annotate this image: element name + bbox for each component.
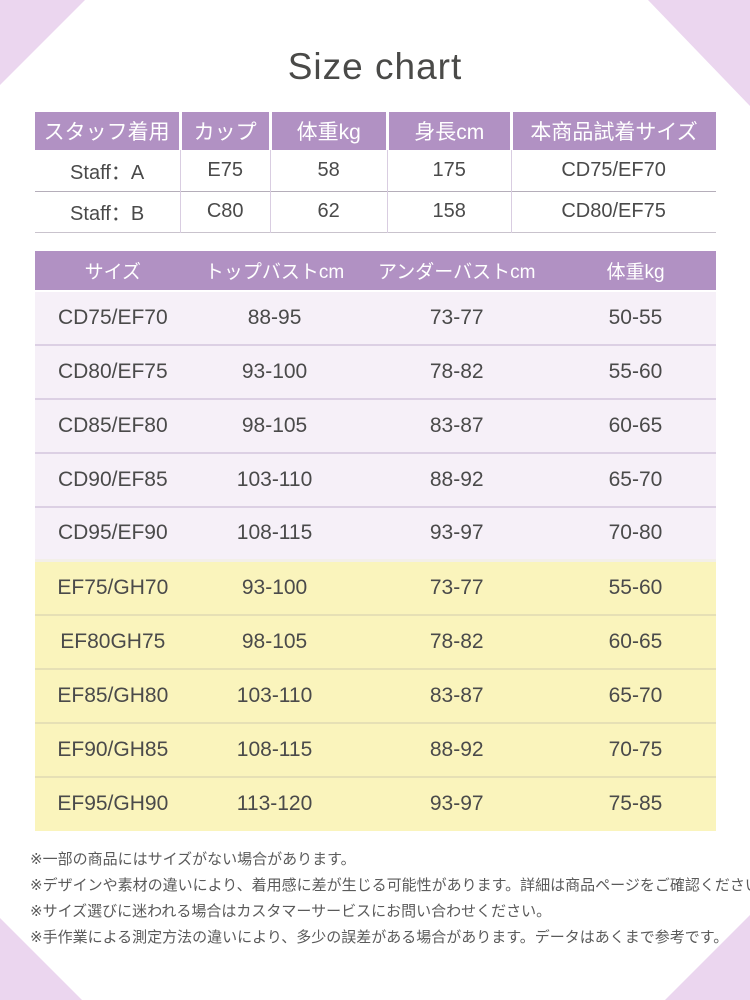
table-row: EF75/GH70 93-100 73-77 55-60	[34, 559, 716, 615]
weight-cell: 60-65	[555, 397, 716, 453]
size-label-cell: EF90/GH85	[34, 721, 192, 777]
size-label-cell: CD80/EF75	[34, 343, 192, 399]
staff-header-cup: カップ	[178, 112, 271, 150]
staff-table: スタッフ着用 カップ 体重kg 身長cm 本商品試着サイズ Staff：A E7…	[34, 112, 716, 233]
staff-name-cell: Staff：A	[70, 161, 145, 184]
size-table: サイズ トップバストcm アンダーバストcm 体重kg CD75/EF70 88…	[34, 250, 716, 831]
weight-cell: 50-55	[555, 290, 716, 345]
top-bust-cell: 108-115	[191, 721, 358, 777]
top-bust-cell: 113-120	[191, 775, 358, 831]
note-item: ※デザインや素材の違いにより、着用感に差が生じる可能性があります。詳細は商品ペー…	[30, 876, 750, 894]
weight-cell: 65-70	[555, 451, 716, 507]
table-row: CD75/EF70 88-95 73-77 50-55	[34, 290, 716, 345]
under-bust-cell: 88-92	[357, 451, 556, 507]
notes: ※一部の商品にはサイズがない場合があります。 ※デザインや素材の違いにより、着用…	[30, 847, 750, 951]
under-bust-cell: 93-97	[357, 775, 556, 831]
weight-cell: 70-75	[555, 721, 716, 777]
table-row: EF90/GH85 108-115 88-92 70-75	[34, 721, 716, 777]
under-bust-cell: 83-87	[357, 667, 556, 723]
staff-height-cell: 175	[386, 150, 512, 191]
top-bust-cell: 93-100	[191, 343, 358, 399]
table-row: EF80GH75 98-105 78-82 60-65	[34, 613, 716, 669]
under-bust-cell: 93-97	[357, 505, 556, 561]
staff-header-height: 身長cm	[385, 112, 512, 150]
size-label-cell: CD95/EF90	[34, 505, 192, 561]
size-label-cell: EF85/GH80	[34, 667, 192, 723]
top-bust-cell: 103-110	[191, 667, 358, 723]
staff-header-tried-size: 本商品試着サイズ	[509, 112, 716, 150]
top-bust-cell: 108-115	[191, 505, 358, 561]
staff-weight-cell: 62	[269, 190, 388, 232]
staff-table-header-row: スタッフ着用 カップ 体重kg 身長cm 本商品試着サイズ	[34, 112, 716, 150]
size-header-top-bust: トップバストcm	[191, 250, 358, 292]
size-label-cell: CD85/EF80	[34, 397, 192, 453]
top-bust-cell: 98-105	[191, 613, 358, 669]
table-row: EF95/GH90 113-120 93-97 75-85	[34, 775, 716, 831]
under-bust-cell: 88-92	[357, 721, 556, 777]
size-label-cell: CD75/EF70	[34, 290, 192, 345]
note-item: ※一部の商品にはサイズがない場合があります。	[30, 850, 356, 868]
under-bust-cell: 73-77	[357, 290, 556, 345]
weight-cell: 75-85	[555, 775, 716, 831]
page-title: Size chart	[287, 46, 463, 87]
top-bust-cell: 88-95	[191, 290, 358, 345]
size-header-under-bust: アンダーバストcm	[357, 250, 556, 292]
note-item: ※手作業による測定方法の違いにより、多少の誤差がある場合があります。データはあく…	[30, 928, 729, 946]
size-header-weight: 体重kg	[555, 250, 716, 292]
staff-name-cell: Staff：B	[34, 190, 181, 232]
weight-cell: 60-65	[555, 613, 716, 669]
staff-header-weight: 体重kg	[268, 112, 388, 150]
table-row: CD90/EF85 103-110 88-92 65-70	[34, 451, 716, 507]
size-label-cell: CD90/EF85	[34, 451, 192, 507]
size-header-size: サイズ	[34, 250, 192, 292]
size-label-cell: EF80GH75	[34, 613, 192, 669]
under-bust-cell: 73-77	[357, 559, 556, 615]
staff-header-worn: スタッフ着用	[34, 112, 181, 150]
table-row: CD95/EF90 108-115 93-97 70-80	[34, 505, 716, 561]
weight-cell: 70-80	[555, 505, 716, 561]
under-bust-cell: 78-82	[357, 343, 556, 399]
staff-cup-cell: C80	[179, 190, 271, 232]
weight-cell: 65-70	[555, 667, 716, 723]
staff-cup-cell: E75	[179, 150, 271, 191]
top-bust-cell: 98-105	[191, 397, 358, 453]
staff-size-cell: CD75/EF70	[510, 150, 716, 191]
table-row: CD85/EF80 98-105 83-87 60-65	[34, 397, 716, 453]
table-row: CD80/EF75 93-100 78-82 55-60	[34, 343, 716, 399]
under-bust-cell: 83-87	[357, 397, 556, 453]
weight-cell: 55-60	[555, 343, 716, 399]
staff-size-cell: CD80/EF75	[510, 190, 716, 232]
staff-row-b: Staff：B C80 62 158 CD80/EF75	[34, 190, 716, 232]
size-label-cell: EF75/GH70	[34, 559, 192, 615]
table-row: EF85/GH80 103-110 83-87 65-70	[34, 667, 716, 723]
size-table-header-row: サイズ トップバストcm アンダーバストcm 体重kg	[34, 250, 716, 292]
staff-height-cell: 158	[386, 190, 512, 232]
staff-row-a: Staff：A E75 58 175 CD75/EF70	[35, 150, 716, 191]
size-label-cell: EF95/GH90	[34, 775, 192, 831]
top-bust-cell: 93-100	[191, 559, 358, 615]
under-bust-cell: 78-82	[357, 613, 556, 669]
note-item: ※サイズ選びに迷われる場合はカスタマーサービスにお問い合わせください。	[30, 902, 552, 920]
top-bust-cell: 103-110	[191, 451, 358, 507]
weight-cell: 55-60	[555, 559, 716, 615]
staff-weight-cell: 58	[269, 150, 388, 191]
